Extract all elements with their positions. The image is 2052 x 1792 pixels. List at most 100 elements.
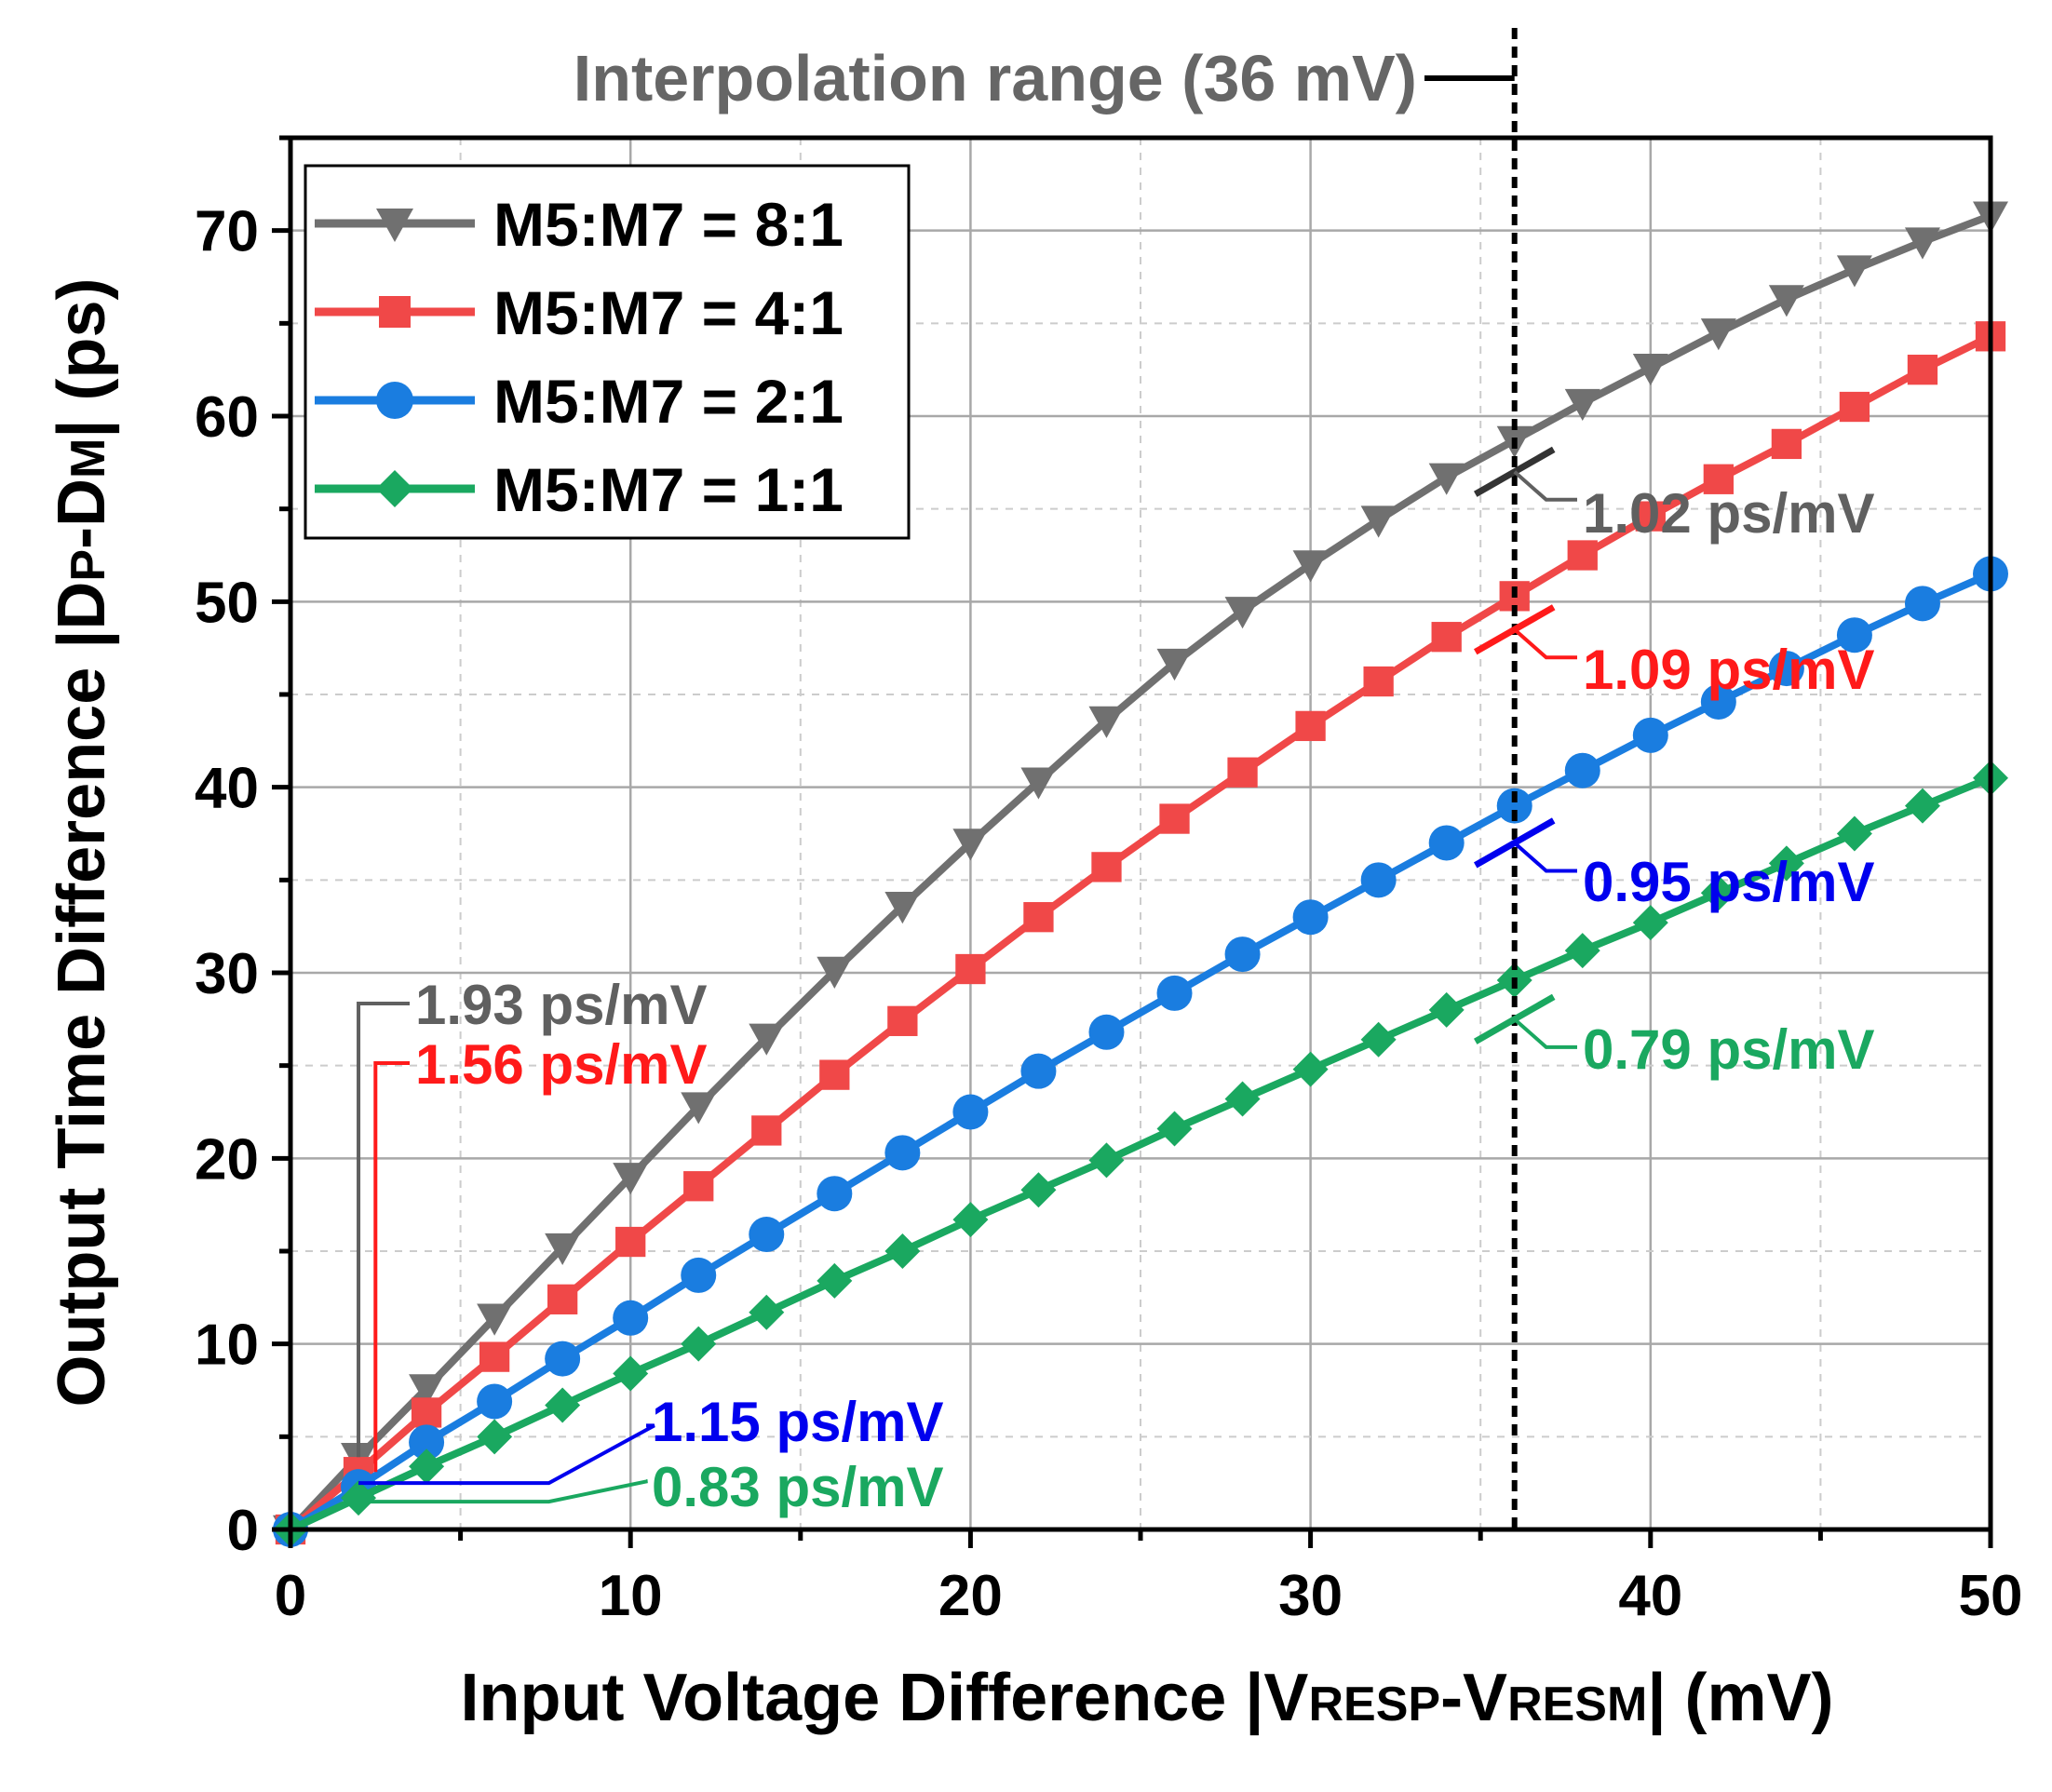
data-point xyxy=(1020,767,1057,800)
data-point xyxy=(409,1424,445,1461)
data-point xyxy=(1904,788,1940,824)
data-point xyxy=(1088,1014,1125,1050)
data-point xyxy=(341,1480,377,1516)
data-point xyxy=(477,1419,513,1455)
x-tick-label: 30 xyxy=(1278,1564,1343,1628)
data-point xyxy=(1632,353,1668,386)
data-point xyxy=(1360,862,1397,898)
data-point xyxy=(749,1023,785,1056)
data-point xyxy=(1632,905,1668,941)
legend: M5:M7 = 8:1 M5:M7 = 4:1 M5:M7 = 2:1 M5:M7 =… xyxy=(304,164,911,540)
y-axis-title-mid: -D xyxy=(45,478,119,549)
y-tick-label: 70 xyxy=(195,200,259,264)
slope-annotation-label: 1.93 ps/mV xyxy=(415,974,708,1036)
data-point xyxy=(1227,757,1258,788)
legend-swatch-marker xyxy=(376,470,413,507)
series-2 xyxy=(275,321,2006,1545)
annotation-leader xyxy=(358,1423,655,1486)
annotation-leader xyxy=(1513,627,1577,660)
data-point xyxy=(1700,318,1736,351)
data-point xyxy=(1428,991,1465,1028)
data-point xyxy=(1564,933,1600,969)
data-point xyxy=(1224,936,1261,973)
y-tick-label: 50 xyxy=(195,571,259,635)
data-point xyxy=(1363,666,1394,697)
data-point xyxy=(1156,975,1193,1011)
slope-annotation-label: 1.02 ps/mV xyxy=(1583,482,1875,545)
data-point xyxy=(1496,788,1532,824)
legend-entry-2: M5:M7 = 4:1 xyxy=(315,278,844,347)
y-axis-title: Output Time Difference |DP-DM| (ps) xyxy=(45,277,119,1407)
series-4 xyxy=(273,760,2008,1547)
data-point xyxy=(613,1355,649,1392)
data-point xyxy=(545,1387,581,1423)
x-tick-label: 50 xyxy=(1959,1564,2023,1628)
data-point xyxy=(751,1115,782,1146)
data-point xyxy=(1088,1142,1125,1179)
data-point xyxy=(1292,899,1329,936)
data-point xyxy=(545,1341,581,1377)
annotation-leader xyxy=(373,1061,410,1473)
data-point xyxy=(545,1233,581,1266)
data-point xyxy=(1700,683,1736,720)
data-point xyxy=(683,1171,714,1202)
data-point xyxy=(1088,706,1125,738)
x-tick-label: 0 xyxy=(275,1564,306,1628)
y-axis-title-tail: | (ps) xyxy=(45,277,119,438)
data-point xyxy=(1295,710,1326,742)
data-point xyxy=(749,1217,785,1253)
data-point xyxy=(1768,845,1804,882)
data-point xyxy=(1360,1021,1397,1058)
data-point xyxy=(1156,1111,1193,1147)
data-point xyxy=(681,1257,717,1293)
data-point xyxy=(952,1094,989,1130)
slope-annotations: 1.93 ps/mV1.56 ps/mV 1.15 ps/mV0.83 ps/mV… xyxy=(357,446,1875,1518)
data-point xyxy=(479,1341,510,1372)
x-tick-label: 10 xyxy=(599,1564,663,1628)
data-point xyxy=(1091,852,1122,883)
data-point xyxy=(1020,1053,1057,1089)
slope-annotation-label: 1.15 ps/mV xyxy=(652,1391,944,1453)
data-point xyxy=(681,1326,717,1362)
data-point xyxy=(884,1135,921,1171)
data-point xyxy=(1224,1081,1261,1117)
legend-swatch-marker xyxy=(379,296,411,328)
data-point xyxy=(952,1202,989,1238)
y-tick-label: 10 xyxy=(195,1314,259,1378)
x-axis-title-main: Input Voltage Difference |V xyxy=(461,1661,1309,1735)
legend-label: M5:M7 = 2:1 xyxy=(493,367,844,436)
y-axis-title-sub1: P xyxy=(61,549,115,582)
y-tick-label: 30 xyxy=(195,942,259,1006)
data-point xyxy=(887,1005,918,1036)
data-point xyxy=(615,1226,646,1258)
data-point xyxy=(409,1374,445,1407)
data-point xyxy=(547,1284,578,1314)
annotation-leader xyxy=(1513,841,1577,873)
x-tick-label: 20 xyxy=(938,1564,1003,1628)
slope-annotation-label: 0.79 ps/mV xyxy=(1583,1018,1875,1081)
legend-entry-4: M5:M7 = 1:1 xyxy=(315,455,844,524)
data-point xyxy=(1700,875,1736,911)
legend-box xyxy=(304,164,911,540)
data-point xyxy=(1836,255,1872,288)
data-point xyxy=(1428,825,1465,861)
slope-annotation-label: 1.09 ps/mV xyxy=(1583,639,1875,701)
slope-annotation-label: 0.83 ps/mV xyxy=(652,1456,944,1518)
data-point xyxy=(1023,902,1054,933)
data-point xyxy=(1156,648,1193,681)
x-axis-title-tail: | (mV) xyxy=(1647,1661,1833,1735)
data-point xyxy=(681,1092,717,1125)
data-point xyxy=(1431,622,1462,653)
legend-swatch-marker xyxy=(376,382,413,419)
slope-annotation-label: 1.56 ps/mV xyxy=(415,1033,708,1096)
x-axis-title-mid: -V xyxy=(1440,1661,1507,1735)
annotation-leader xyxy=(1513,470,1577,502)
data-point xyxy=(817,956,853,990)
data-point xyxy=(1635,501,1666,532)
data-point xyxy=(884,1233,921,1269)
data-point xyxy=(1564,388,1600,422)
data-point xyxy=(952,829,989,861)
y-axis-title-sub2: M xyxy=(61,438,115,478)
data-point xyxy=(1839,391,1870,423)
data-point xyxy=(884,892,921,924)
